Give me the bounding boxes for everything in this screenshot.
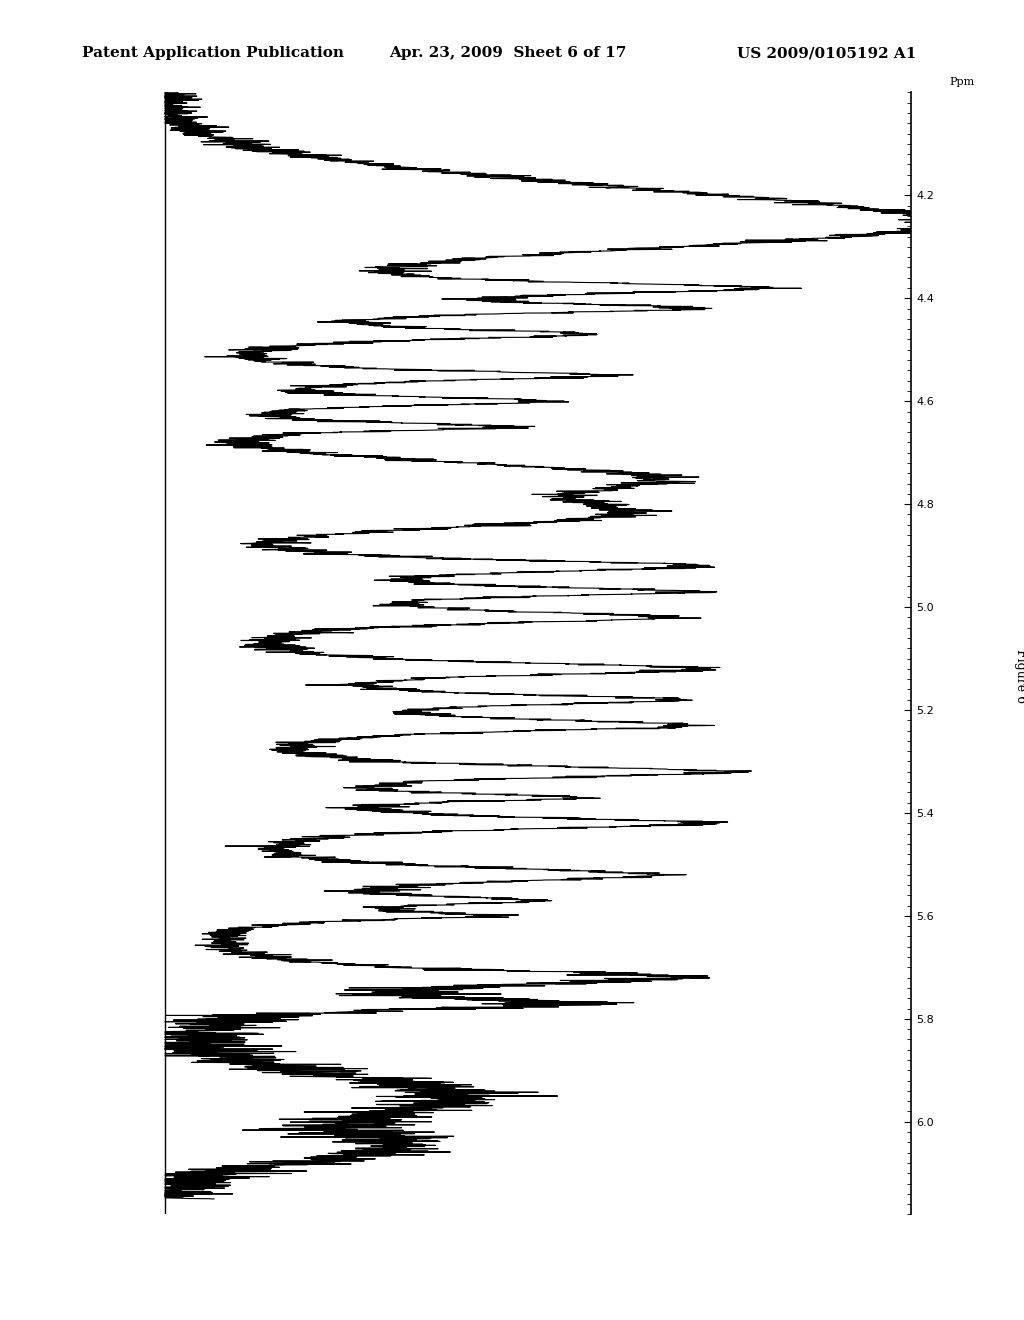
Text: US 2009/0105192 A1: US 2009/0105192 A1: [737, 46, 916, 61]
Text: Apr. 23, 2009  Sheet 6 of 17: Apr. 23, 2009 Sheet 6 of 17: [389, 46, 627, 61]
Text: Figure 6: Figure 6: [1014, 648, 1024, 704]
Text: Patent Application Publication: Patent Application Publication: [82, 46, 344, 61]
Text: Ppm: Ppm: [949, 77, 975, 87]
